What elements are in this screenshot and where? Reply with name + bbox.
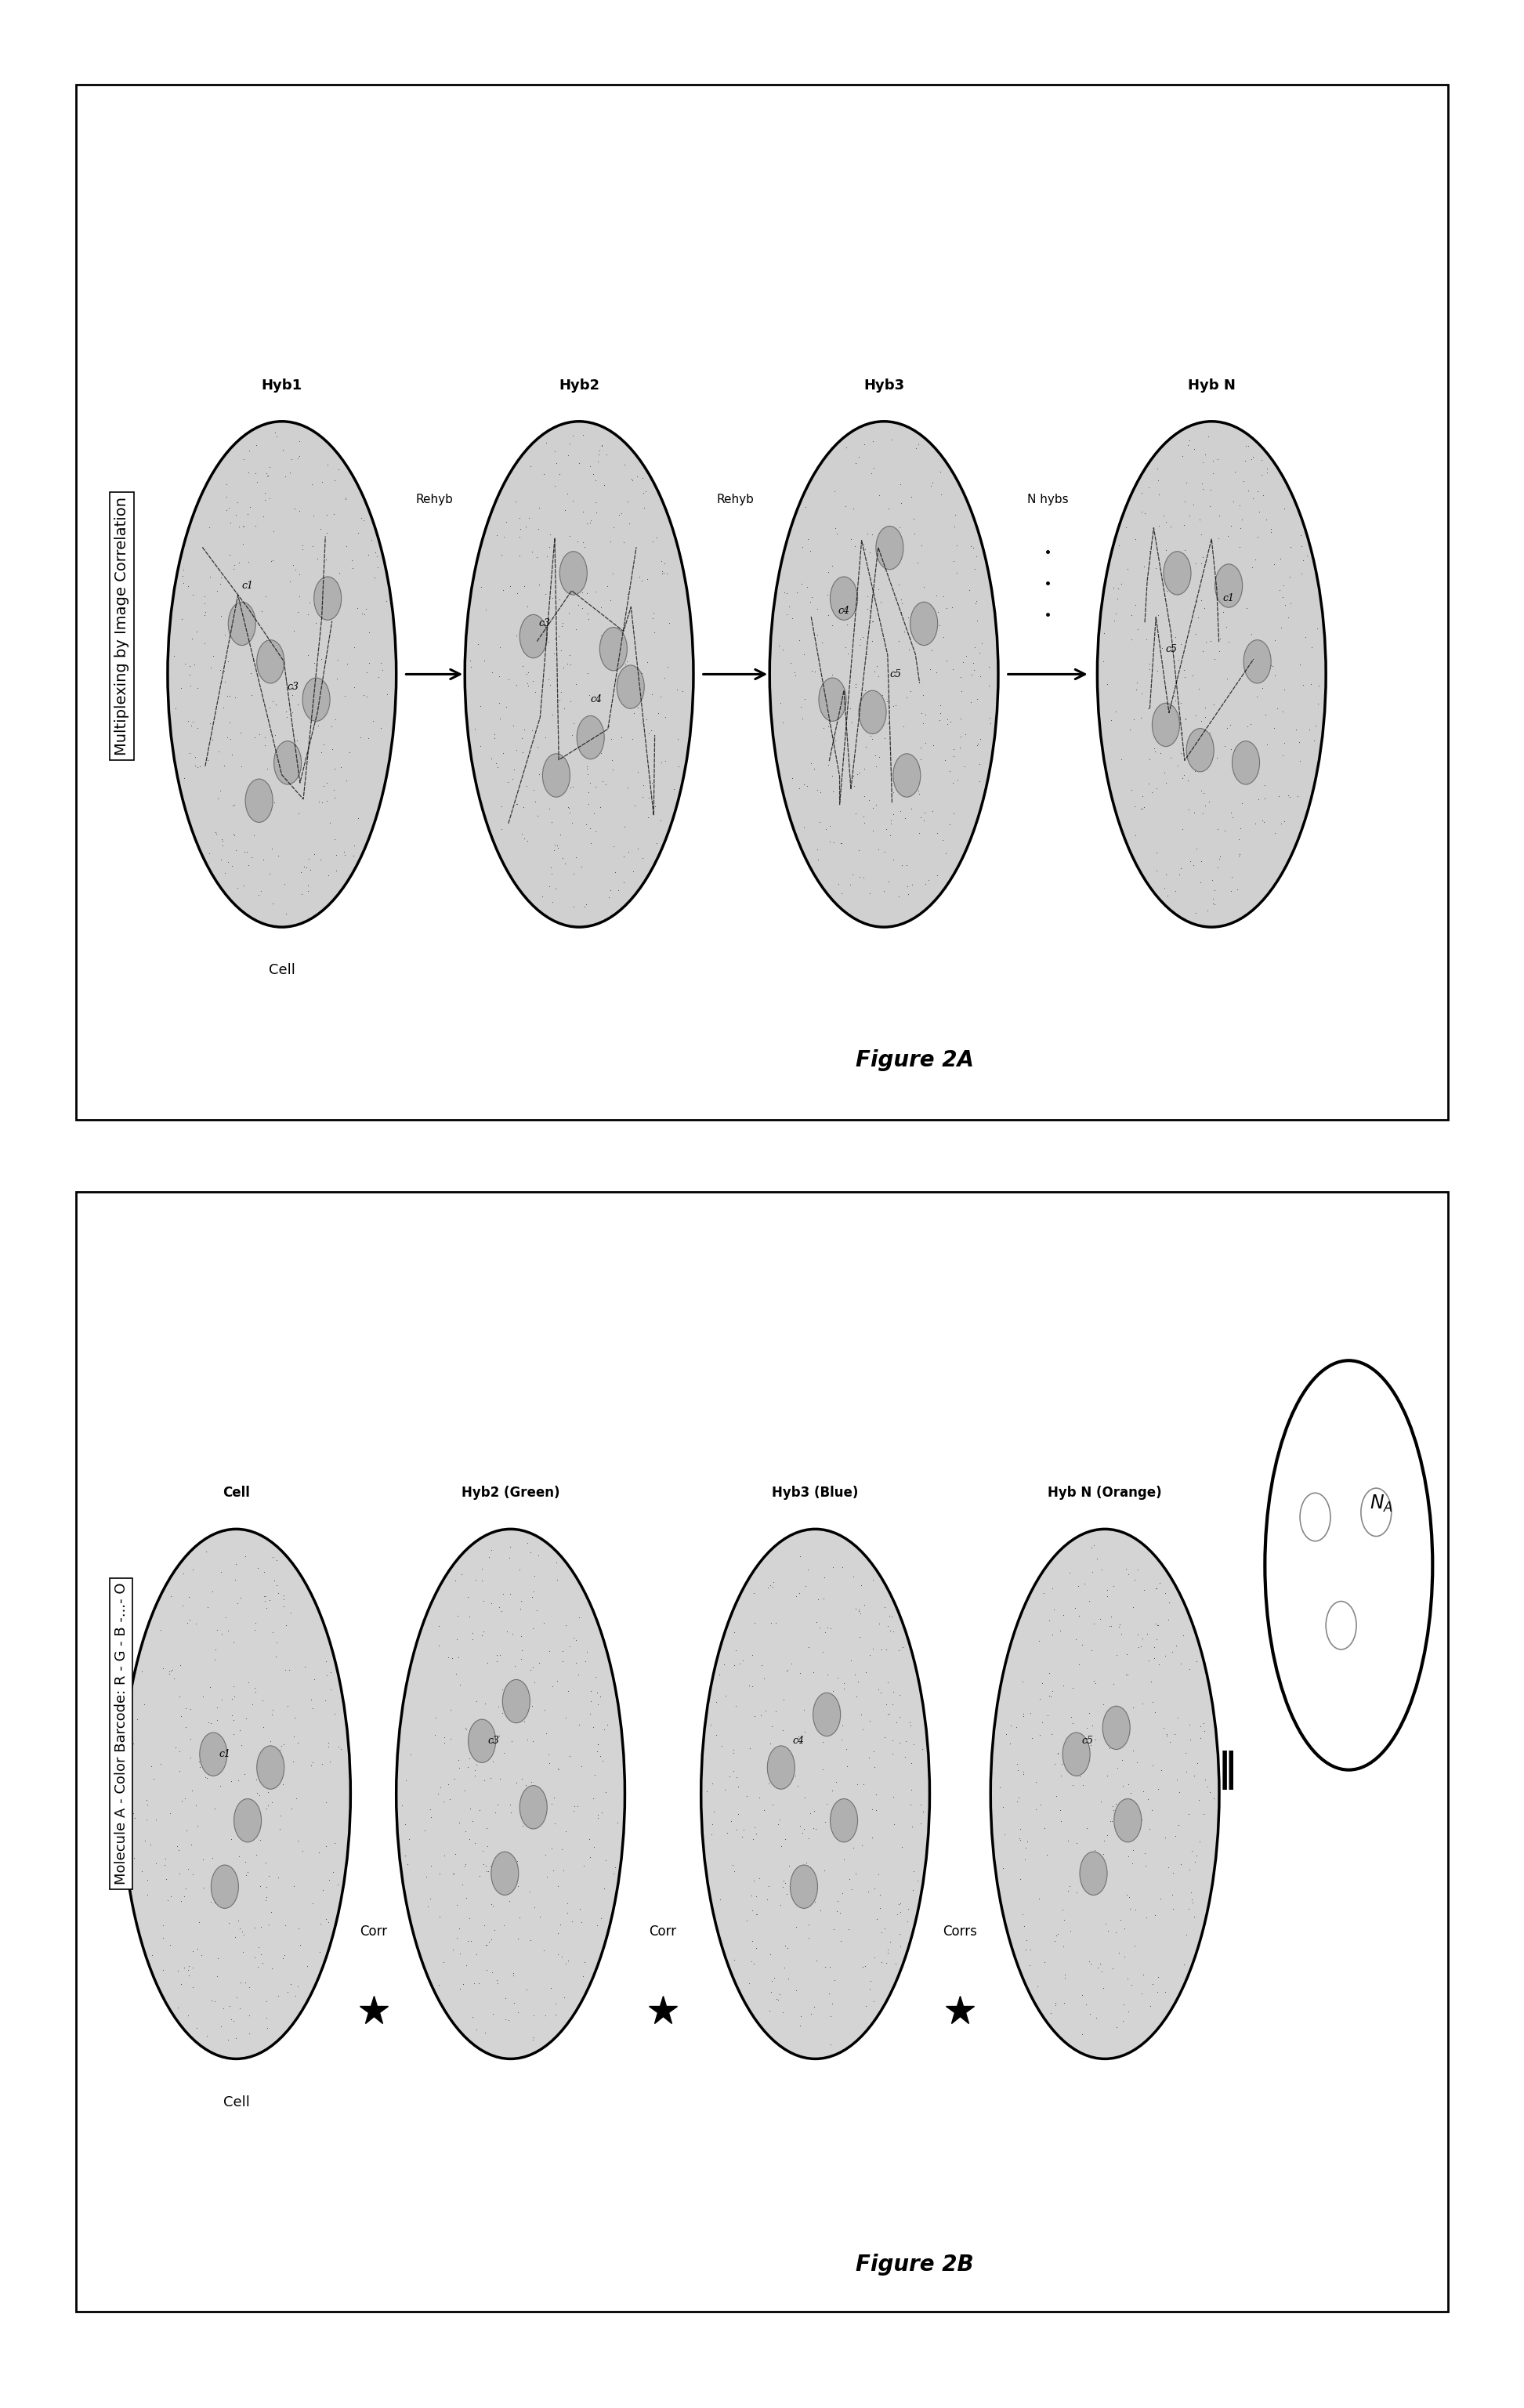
Text: $N_A$: $N_A$ [1370,1493,1393,1515]
Text: Rehyb: Rehyb [716,494,754,506]
Text: c3: c3 [288,681,299,691]
Text: Hyb3: Hyb3 [864,378,904,393]
Circle shape [1152,703,1180,746]
Text: c3: c3 [539,619,550,628]
Ellipse shape [168,421,396,927]
Circle shape [893,754,920,797]
Text: ‖: ‖ [1218,1751,1236,1789]
Ellipse shape [122,1529,351,2059]
Ellipse shape [991,1529,1219,2059]
Ellipse shape [465,421,693,927]
Circle shape [1062,1734,1090,1777]
Text: c4: c4 [792,1736,805,1746]
Text: Hyb1: Hyb1 [262,378,302,393]
Circle shape [520,614,547,657]
Circle shape [229,602,256,645]
Text: c4: c4 [590,694,602,706]
Text: Hyb2 (Green): Hyb2 (Green) [462,1486,559,1500]
Text: Hyb N (Orange): Hyb N (Orange) [1049,1486,1161,1500]
Ellipse shape [396,1529,625,2059]
Circle shape [789,1864,818,1907]
Circle shape [256,1746,283,1789]
Circle shape [210,1864,238,1907]
Bar [76,84,1448,1120]
Circle shape [235,1799,262,1842]
Circle shape [858,691,887,734]
Circle shape [559,551,587,595]
Text: Molecule A - Color Barcode: R - G - B -...- O: Molecule A - Color Barcode: R - G - B -.… [114,1582,128,1885]
Bar [76,1192,1448,2312]
Text: c1: c1 [242,580,253,590]
Text: c4: c4 [838,607,850,616]
Circle shape [302,677,329,722]
Circle shape [520,1787,547,1830]
Text: Corr: Corr [649,1924,677,1938]
Circle shape [831,578,858,621]
Text: Corrs: Corrs [943,1924,977,1938]
Text: N hybs: N hybs [1027,494,1068,506]
Text: c1: c1 [219,1748,230,1760]
Circle shape [1215,563,1242,607]
Circle shape [1102,1705,1129,1748]
Text: Corr: Corr [360,1924,387,1938]
Circle shape [617,665,645,708]
Circle shape [503,1681,530,1724]
Circle shape [818,677,846,722]
Text: c5: c5 [890,669,901,679]
Circle shape [245,780,273,824]
Text: Hyb2: Hyb2 [559,378,599,393]
Circle shape [812,1693,841,1736]
Circle shape [1164,551,1192,595]
Circle shape [1186,727,1215,773]
Circle shape [200,1734,227,1777]
Text: Rehyb: Rehyb [416,494,453,506]
Circle shape [1079,1852,1106,1895]
Text: c5: c5 [1082,1736,1094,1746]
Circle shape [274,742,302,785]
Circle shape [1244,641,1271,684]
Ellipse shape [1265,1361,1433,1770]
Circle shape [543,754,570,797]
Circle shape [876,527,904,571]
Text: c5: c5 [1166,643,1178,655]
Text: Cell: Cell [268,963,296,978]
Text: Multiplexing by Image Correlation: Multiplexing by Image Correlation [114,496,130,756]
Circle shape [768,1746,796,1789]
Circle shape [468,1719,495,1763]
Circle shape [576,715,604,759]
Text: Hyb N: Hyb N [1187,378,1236,393]
Ellipse shape [701,1529,930,2059]
Text: c1: c1 [1222,592,1234,604]
Circle shape [491,1852,518,1895]
Circle shape [256,641,283,684]
Circle shape [314,578,341,621]
Circle shape [910,602,937,645]
Text: Hyb3 (Blue): Hyb3 (Blue) [773,1486,858,1500]
Ellipse shape [770,421,998,927]
Circle shape [1231,742,1259,785]
Text: Cell: Cell [223,2095,250,2109]
Text: Cell: Cell [223,1486,250,1500]
Circle shape [1114,1799,1141,1842]
Text: Figure 2A: Figure 2A [855,1050,974,1072]
Ellipse shape [1097,421,1326,927]
Text: c3: c3 [488,1736,500,1746]
Circle shape [831,1799,858,1842]
Circle shape [600,626,628,672]
Text: Figure 2B: Figure 2B [855,2254,974,2276]
